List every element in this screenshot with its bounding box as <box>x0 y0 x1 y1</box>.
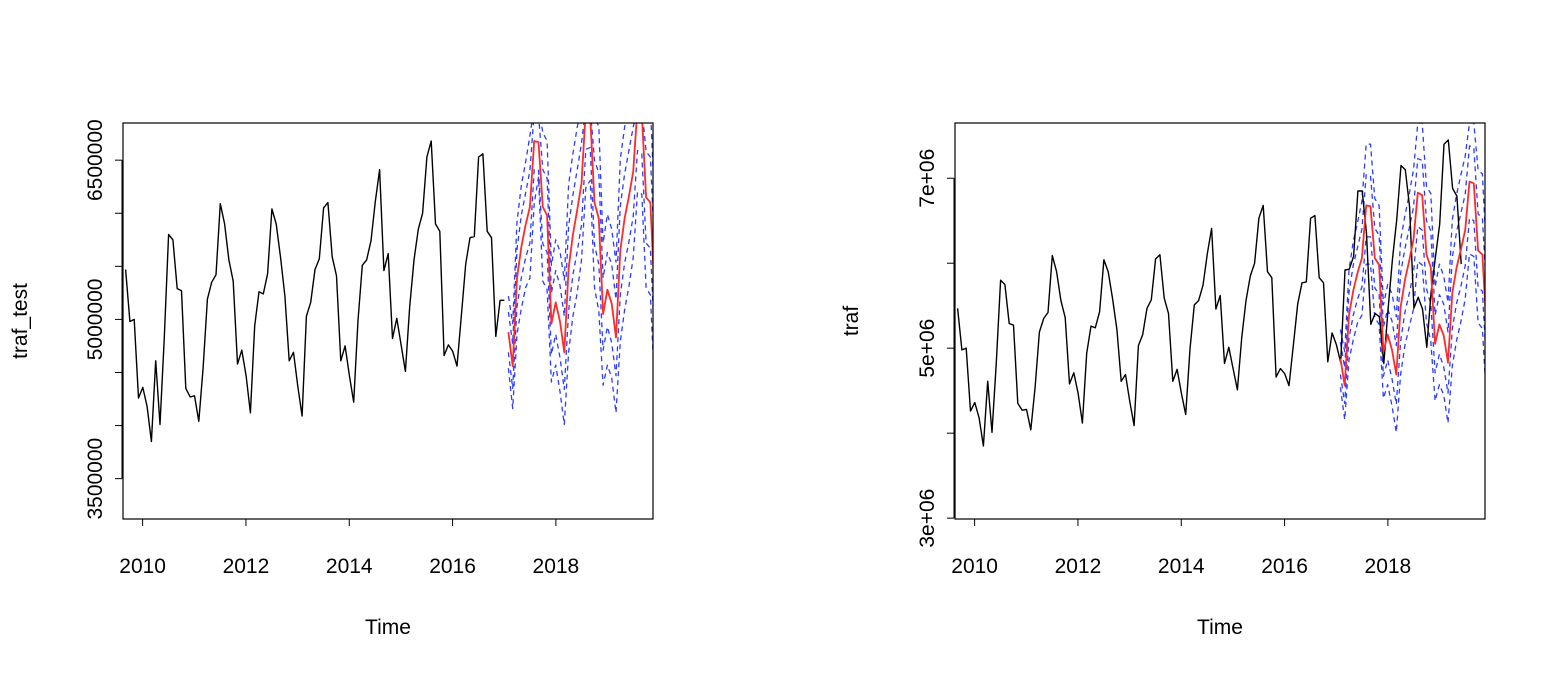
left-x-tick-label: 2016 <box>429 555 476 578</box>
right-chart-panel: 2010 2012 2014 2016 2018 3e+06 5e+06 7e+06 Tim… <box>840 122 1486 639</box>
right-y-tick-label: 3e+06 <box>916 489 939 548</box>
left-y-tick-label: 3500000 <box>84 438 107 520</box>
right-forecast-line <box>1339 180 1485 387</box>
left-y-axis: 3500000 5000000 6500000 <box>84 119 123 520</box>
right-x-axis-title: Time <box>1197 616 1243 639</box>
left-chart-panel: 2010 2012 2014 2016 2018 3500000 5000000 65000… <box>9 119 654 639</box>
left-y-tick-label: 6500000 <box>84 119 107 201</box>
left-y-tick-label: 5000000 <box>84 279 107 361</box>
left-upper-inner-line <box>507 123 653 345</box>
right-x-tick-label: 2012 <box>1055 555 1102 578</box>
left-observed-line <box>124 140 505 443</box>
left-x-axis-title: Time <box>365 616 411 639</box>
left-x-tick-label: 2010 <box>119 555 166 578</box>
right-upper-inner-line <box>1339 145 1485 369</box>
right-y-axis: 3e+06 5e+06 7e+06 <box>916 149 955 548</box>
right-y-tick-label: 7e+06 <box>916 149 939 208</box>
left-x-tick-label: 2018 <box>533 555 580 578</box>
right-observed-line <box>956 139 1462 447</box>
right-plot-frame <box>954 122 1486 520</box>
right-x-tick-label: 2010 <box>951 555 998 578</box>
right-x-axis: 2010 2012 2014 2016 2018 <box>951 518 1412 578</box>
left-x-tick-label: 2014 <box>326 555 373 578</box>
right-series-layer <box>956 123 1485 447</box>
left-lower-line <box>507 176 653 426</box>
left-forecast-line <box>507 123 653 368</box>
left-plot-frame <box>122 122 654 520</box>
right-x-tick-label: 2014 <box>1158 555 1205 578</box>
left-y-axis-title: traf_test <box>9 283 32 359</box>
right-x-tick-label: 2016 <box>1261 555 1308 578</box>
right-lower-inner-line <box>1339 217 1485 405</box>
right-x-tick-label: 2018 <box>1365 555 1412 578</box>
right-y-tick-label: 5e+06 <box>916 319 939 378</box>
right-lower-line <box>1339 253 1485 433</box>
right-y-axis-title: traf <box>840 306 863 337</box>
left-x-axis: 2010 2012 2014 2016 2018 <box>119 518 580 578</box>
left-x-tick-label: 2012 <box>223 555 270 578</box>
left-series-layer <box>124 123 653 443</box>
left-lower-inner-line <box>507 146 653 391</box>
